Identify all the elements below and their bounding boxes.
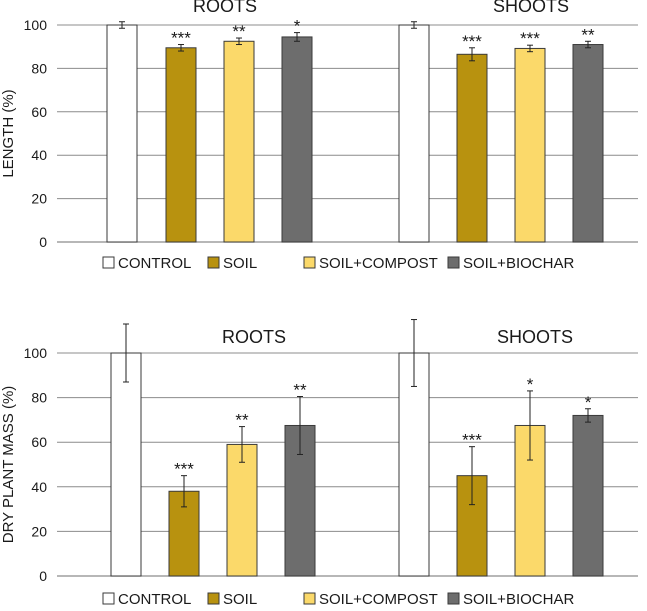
panel1-y-tick-label: 0 — [39, 234, 47, 250]
panel2-significance-label: *** — [462, 431, 482, 450]
panel1-y-tick-label: 100 — [24, 17, 48, 33]
panel2-group-title-roots: ROOTS — [222, 327, 286, 347]
panel1-bar-roots-control — [106, 24, 138, 243]
panel1-y-axis-label: LENGTH (%) — [0, 89, 17, 177]
panel1-bar-shoots-soil-compost — [514, 47, 546, 243]
panel1-significance-label: *** — [171, 29, 191, 48]
panel1-y-tick-label: 80 — [31, 60, 47, 76]
panel2-y-tick-label: 100 — [24, 345, 48, 361]
panel2-legend-label: SOIL+BIOCHAR — [463, 591, 574, 608]
panel2-significance-label: ** — [235, 411, 249, 430]
panel1-bar-roots-soil — [165, 47, 197, 243]
panel1-significance-label: ** — [581, 25, 595, 44]
panel2-significance-label: * — [585, 393, 592, 412]
panel1-legend-label: SOIL+COMPOST — [319, 255, 438, 272]
panel1-y-tick-label: 40 — [31, 147, 47, 163]
panel2-legend-label: SOIL+COMPOST — [319, 591, 438, 608]
panel1-legend-label: CONTROL — [118, 255, 191, 272]
panel1-y-tick-label: 20 — [31, 191, 47, 207]
panel2-bar-roots-soil-compost — [226, 443, 258, 577]
panel1-bar-shoots-soil-biochar — [572, 44, 604, 243]
panel2-bar-shoots-control — [398, 352, 430, 577]
panel2-group-title-shoots: SHOOTS — [497, 327, 573, 347]
panel1-bar-roots-soil-compost — [223, 40, 255, 243]
panel1-legend-swatch — [207, 256, 220, 269]
panel1-bar-roots-soil-biochar — [281, 36, 313, 243]
panel2-legend-label: CONTROL — [118, 591, 191, 608]
panel1-bar-shoots-control — [398, 24, 430, 243]
panel1-legend-swatch — [447, 256, 460, 269]
panel2-y-tick-label: 80 — [31, 390, 47, 406]
panel2-significance-label: *** — [174, 460, 194, 479]
panel1-y-tick-label: 60 — [31, 104, 47, 120]
panel2-y-axis-label: DRY PLANT MASS (%) — [0, 386, 17, 544]
panel2-legend-swatch — [207, 592, 220, 605]
panel1-bar-shoots-soil — [456, 53, 488, 243]
panel1-legend-label: SOIL+BIOCHAR — [463, 255, 574, 272]
panel2-y-tick-label: 60 — [31, 434, 47, 450]
panel1-significance-label: *** — [520, 29, 540, 48]
panel1-group-title-shoots: SHOOTS — [493, 0, 569, 16]
panel2-legend-swatch — [447, 592, 460, 605]
panel2-legend-swatch — [102, 592, 115, 605]
panel1-significance-label: * — [294, 17, 301, 36]
panel1-significance-label: *** — [462, 32, 482, 51]
panel2-legend-swatch — [303, 592, 316, 605]
panel1-legend-swatch — [102, 256, 115, 269]
panel1-significance-label: ** — [232, 22, 246, 41]
panel1-legend-swatch — [303, 256, 316, 269]
panel2-bar-shoots-soil-biochar — [572, 414, 604, 577]
panel2-significance-label: ** — [293, 380, 307, 399]
panel1-legend-label: SOIL — [223, 255, 257, 272]
panel2-y-tick-label: 40 — [31, 479, 47, 495]
panel1-group-title-roots: ROOTS — [193, 0, 257, 16]
panel2-y-tick-label: 20 — [31, 523, 47, 539]
panel2-legend-label: SOIL — [223, 591, 257, 608]
panel2-significance-label: * — [527, 375, 534, 394]
panel2-y-tick-label: 0 — [39, 568, 47, 584]
panel2-bar-roots-control — [110, 352, 142, 577]
